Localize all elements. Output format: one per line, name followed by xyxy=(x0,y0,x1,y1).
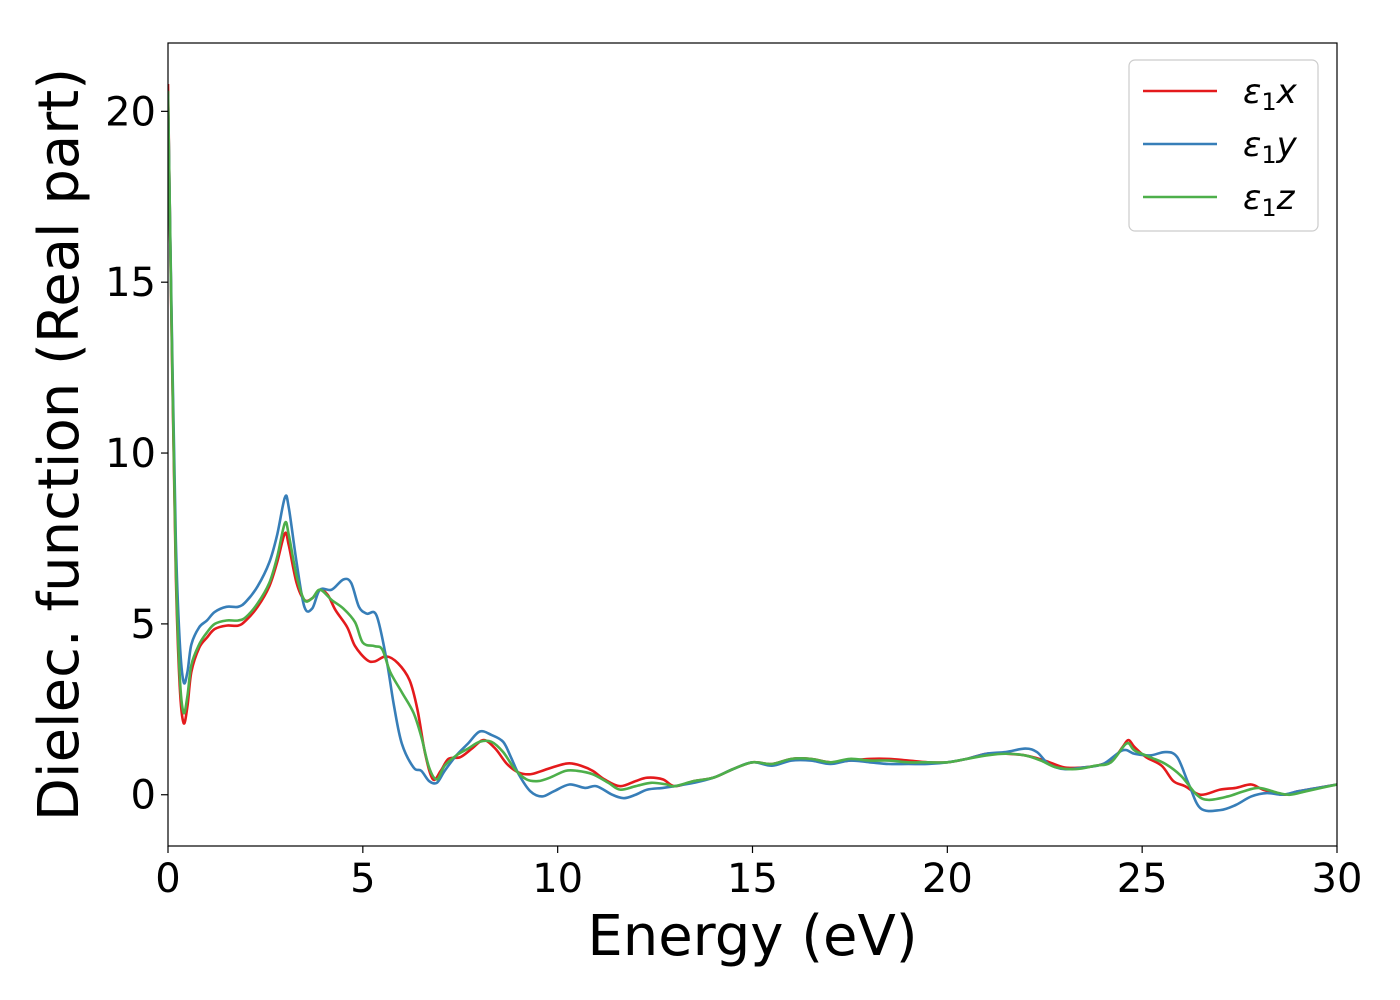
series-lines xyxy=(168,83,1337,813)
x-tick-label: 5 xyxy=(350,856,375,902)
legend-box xyxy=(1128,59,1319,232)
legend: ε1x ε1y ε1z xyxy=(1128,59,1319,232)
legend-label-x: ε1x xyxy=(1243,72,1298,116)
legend-label-y: ε1y xyxy=(1243,125,1298,169)
y-axis-ticks: 0 5 10 15 20 xyxy=(105,89,168,819)
y-axis-title: Dielec. function (Real part) xyxy=(27,68,92,821)
x-tick-label: 0 xyxy=(155,856,180,902)
y-tick-label: 15 xyxy=(105,260,156,306)
x-tick-label: 15 xyxy=(727,856,778,902)
y-tick-label: 0 xyxy=(131,773,156,819)
x-axis-ticks: 0 5 10 15 20 25 30 xyxy=(155,846,1362,902)
x-axis-title: Energy (eV) xyxy=(587,904,917,969)
x-tick-label: 30 xyxy=(1312,856,1363,902)
legend-label-z: ε1z xyxy=(1243,178,1296,222)
y-tick-label: 5 xyxy=(131,602,156,648)
x-tick-label: 20 xyxy=(922,856,973,902)
y-tick-label: 20 xyxy=(105,89,156,135)
y-tick-label: 10 xyxy=(105,431,156,477)
x-tick-label: 10 xyxy=(532,856,583,902)
series-line-z xyxy=(168,90,1337,802)
x-tick-label: 25 xyxy=(1117,856,1168,902)
